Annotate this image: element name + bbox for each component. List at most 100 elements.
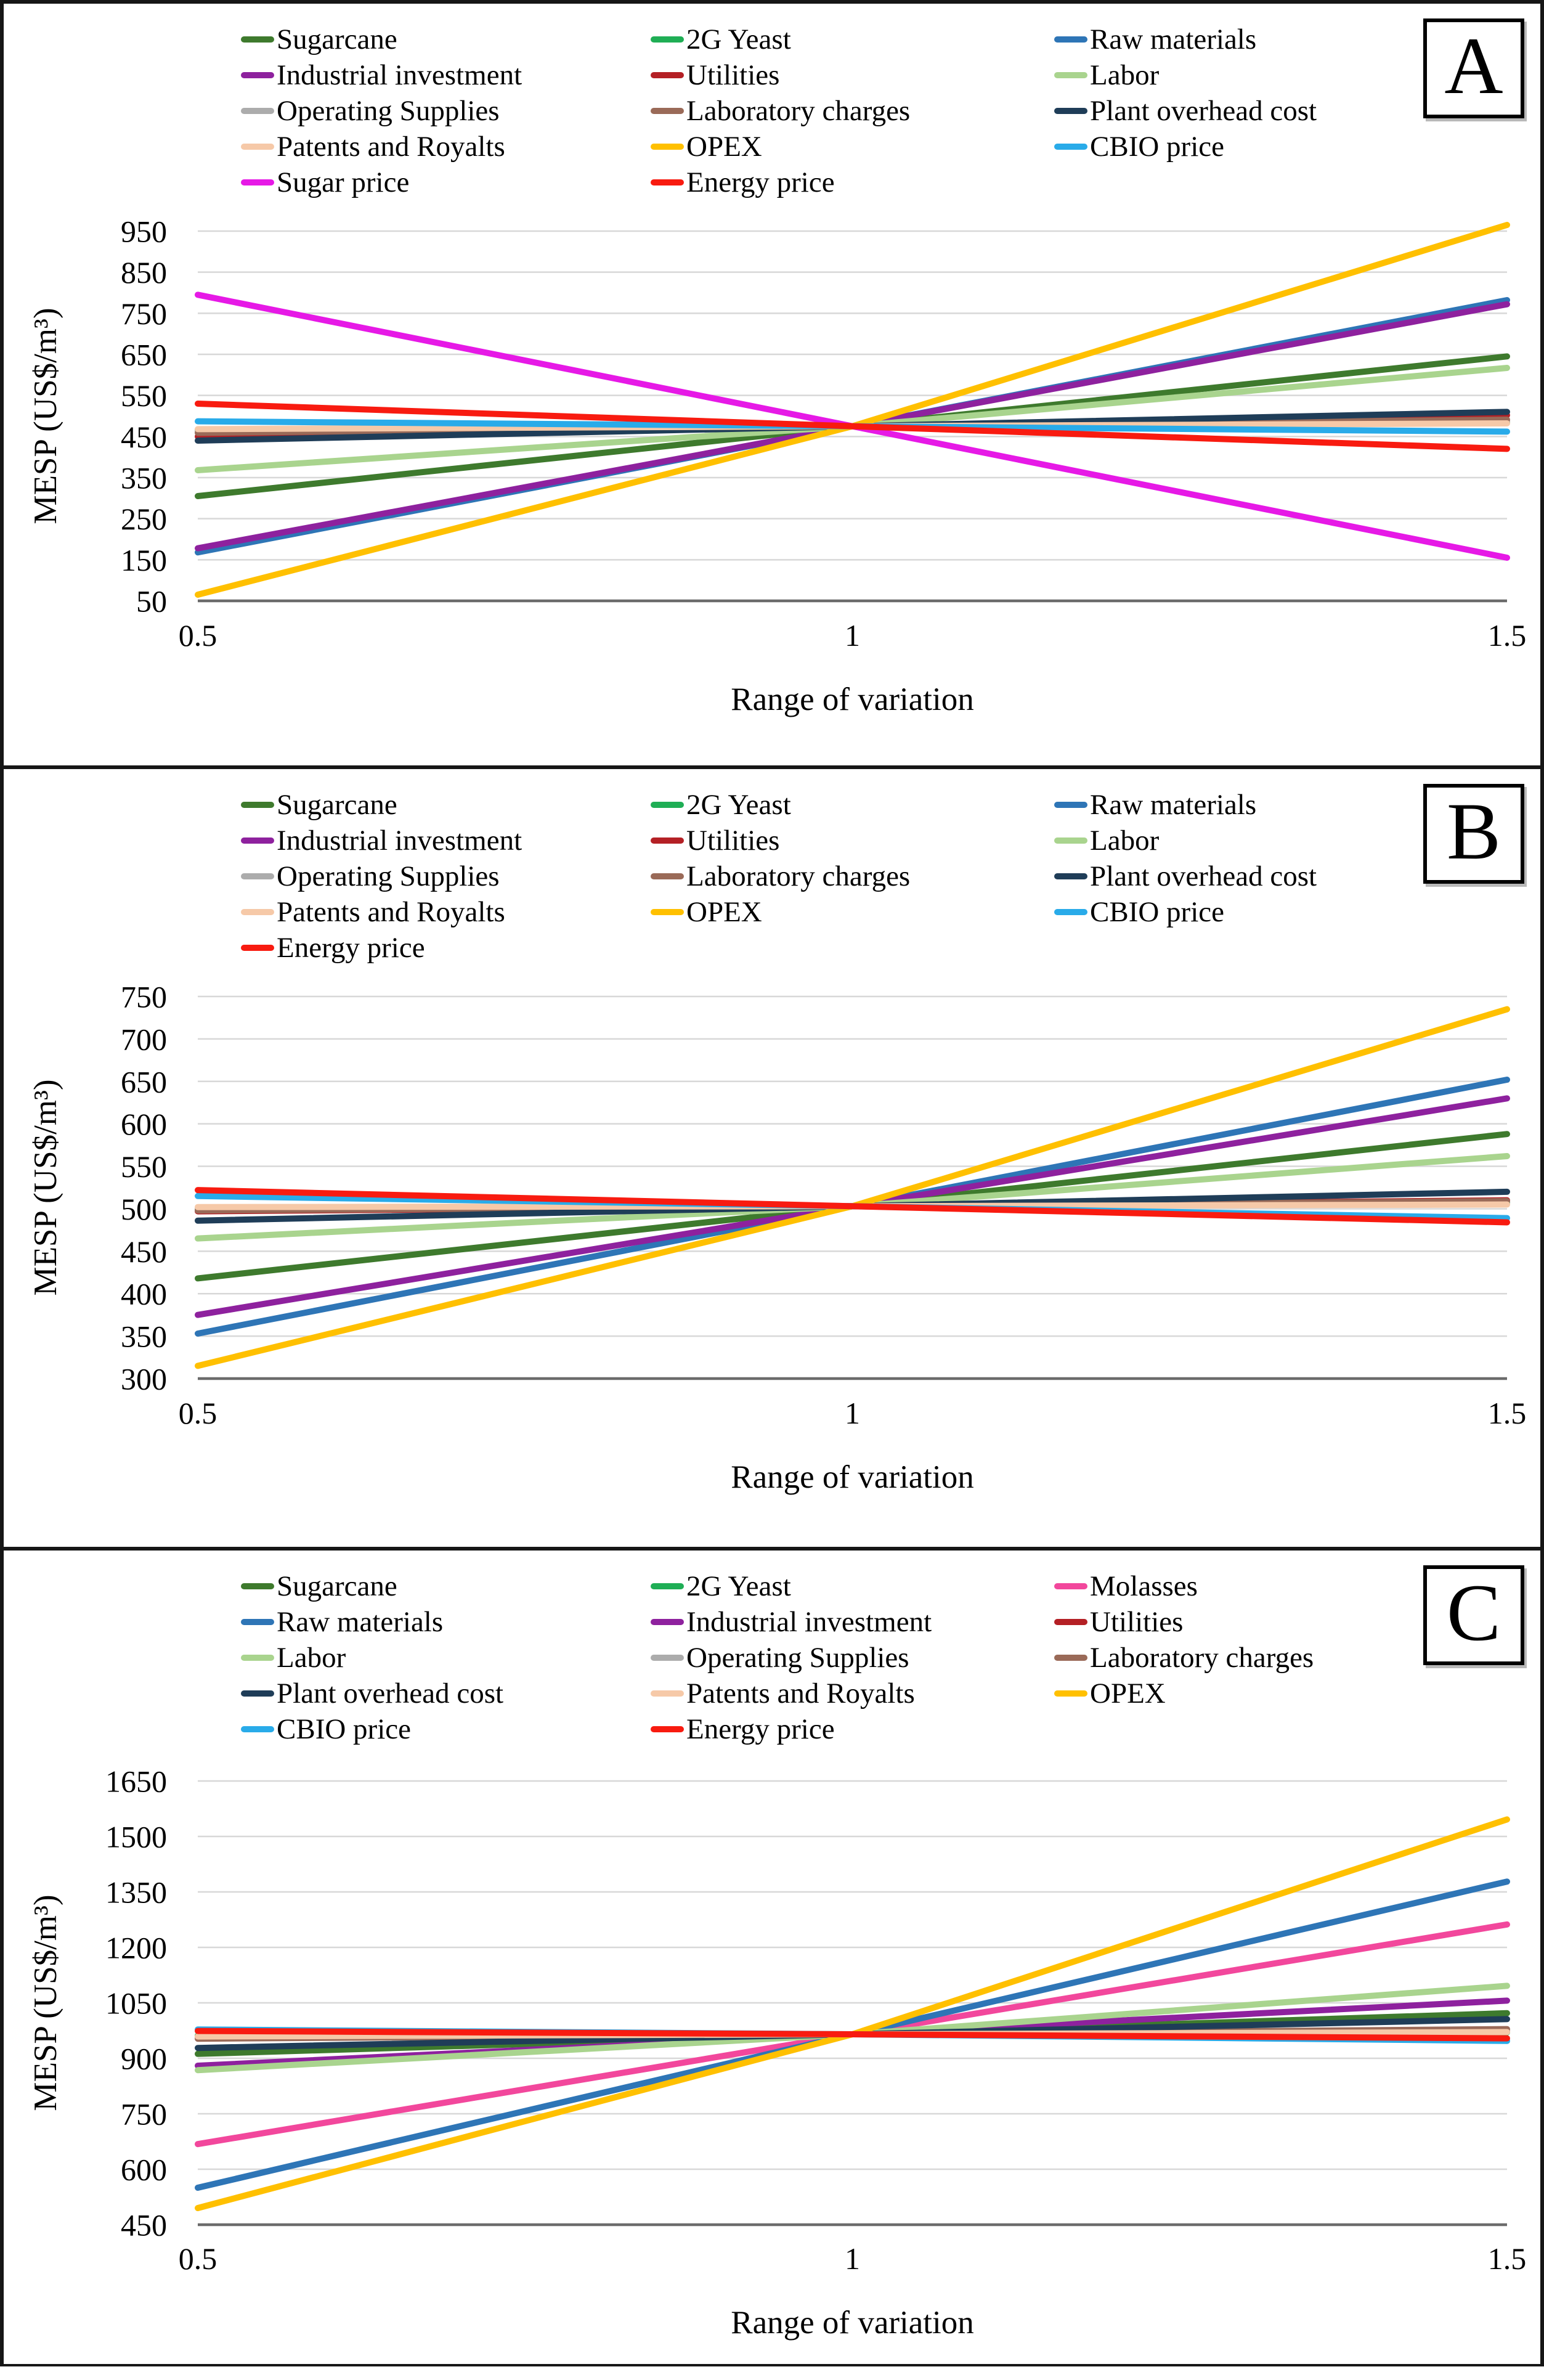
y-tick-label: 600 <box>121 2153 167 2187</box>
y-tick-label: 1200 <box>105 1931 167 1965</box>
legend-item: Patents and Royalts <box>241 897 651 927</box>
y-axis-title: MESP (US$/m³) <box>28 1079 63 1295</box>
y-tick-label: 450 <box>121 420 167 454</box>
panel-letter-c: C <box>1446 1567 1501 1658</box>
legend-item: 2G Yeast <box>651 25 1054 54</box>
y-tick-label: 750 <box>121 980 167 1014</box>
legend-item: Sugar price <box>241 168 651 197</box>
legend-item: CBIO price <box>241 1714 651 1744</box>
x-tick-label: 0.5 <box>179 2241 217 2276</box>
legend-label: Raw materials <box>277 1605 444 1638</box>
legend-swatch-icon <box>241 837 274 844</box>
legend-swatch-icon <box>1054 1619 1087 1625</box>
legend-swatch-icon <box>241 1726 274 1732</box>
legend-label: 2G Yeast <box>686 23 791 55</box>
legend-item: Energy price <box>241 933 651 963</box>
legend-item: 2G Yeast <box>651 790 1054 820</box>
legend-swatch-icon <box>651 802 684 808</box>
legend-label: Patents and Royalts <box>686 1677 915 1710</box>
series-line <box>195 1006 1510 1369</box>
y-tick-label: 450 <box>121 2208 167 2243</box>
legend-swatch-icon <box>1054 802 1087 808</box>
legend-item: CBIO price <box>1054 132 1424 161</box>
legend-label: Sugarcane <box>277 23 397 55</box>
legend-label: Industrial investment <box>277 824 522 857</box>
legend-swatch-icon <box>651 144 684 150</box>
y-axis-title: MESP (US$/m³) <box>28 1894 63 2111</box>
legend-label: Plant overhead cost <box>1090 860 1317 892</box>
legend-item: Industrial investment <box>651 1607 1054 1637</box>
y-tick-label: 1350 <box>105 1875 167 1910</box>
legend-label: OPEX <box>1090 1677 1166 1710</box>
panel-letter-box-a: A <box>1423 18 1524 118</box>
legend-swatch-icon <box>1054 1655 1087 1661</box>
y-tick-label: 700 <box>121 1022 167 1056</box>
y-tick-label: 1050 <box>105 1986 167 2021</box>
chart-a-svg: 50 150 250 350 450 550 650 750 850 950 0.5 1 1.5 Rang… <box>28 214 1527 718</box>
legend-label: Operating Supplies <box>277 94 500 127</box>
legend-item: Raw materials <box>1054 790 1424 820</box>
legend-swatch-icon <box>651 108 684 114</box>
x-tick-label: 0.5 <box>179 1396 217 1430</box>
legend-item: OPEX <box>1054 1679 1424 1708</box>
series-line <box>195 2027 1510 2042</box>
x-axis-title: Range of variation <box>731 1459 973 1495</box>
legend-swatch-icon <box>1054 909 1087 915</box>
legend-label: Plant overhead cost <box>277 1677 504 1710</box>
legend-swatch-icon <box>241 36 274 43</box>
legend-item: Plant overhead cost <box>1054 96 1424 126</box>
legend-item: Utilities <box>1054 1607 1424 1637</box>
legend-label: Energy price <box>277 931 425 964</box>
legend-swatch-icon <box>241 802 274 808</box>
legend-label: Sugar price <box>277 166 410 198</box>
legend-swatch-icon <box>241 1690 274 1697</box>
legend-label: Labor <box>1090 824 1160 857</box>
x-tick-label: 1.5 <box>1488 618 1527 653</box>
panel-letter-box-c: C <box>1423 1565 1524 1665</box>
legend-item: Patents and Royalts <box>651 1679 1054 1708</box>
legend-swatch-icon <box>1054 36 1087 43</box>
legend-swatch-icon <box>651 837 684 844</box>
legend-swatch-icon <box>1054 873 1087 879</box>
legend-item: Sugarcane <box>241 25 651 54</box>
legend-swatch-icon <box>651 179 684 185</box>
legend-label: 2G Yeast <box>686 1570 791 1602</box>
legend-label: Sugarcane <box>277 1570 397 1602</box>
x-tick-label: 1 <box>845 2241 860 2276</box>
y-tick-label: 1650 <box>105 1764 167 1799</box>
legend-label: Utilities <box>686 59 780 91</box>
legend-item: Energy price <box>651 1714 1054 1744</box>
legend-item: Industrial investment <box>241 826 651 855</box>
series-line <box>195 1187 1510 1226</box>
legend-label: CBIO price <box>1090 130 1224 163</box>
legend-swatch-icon <box>241 1655 274 1661</box>
x-axis-title: Range of variation <box>731 682 973 717</box>
legend-item: Operating Supplies <box>651 1643 1054 1673</box>
legend-item: Utilities <box>651 826 1054 855</box>
legend-swatch-icon <box>241 179 274 185</box>
y-tick-label: 550 <box>121 1149 167 1184</box>
series-line <box>195 401 1510 452</box>
panel-letter-box-b: B <box>1423 784 1524 884</box>
legend-swatch-icon <box>1054 837 1087 844</box>
legend-item: Raw materials <box>241 1607 651 1637</box>
legend-label: Operating Supplies <box>686 1641 909 1674</box>
legend-label: Sugarcane <box>277 788 397 821</box>
legend-item: Plant overhead cost <box>1054 862 1424 891</box>
legend-label: Laboratory charges <box>686 94 911 127</box>
y-tick-label: 250 <box>121 502 167 536</box>
legend-label: Plant overhead cost <box>1090 94 1317 127</box>
y-tick-label: 500 <box>121 1192 167 1226</box>
legend-item: Plant overhead cost <box>241 1679 651 1708</box>
legend-label: Operating Supplies <box>277 860 500 892</box>
legend-swatch-icon <box>241 1583 274 1589</box>
legend-item: Sugarcane <box>241 790 651 820</box>
legend-label: OPEX <box>686 895 762 928</box>
legend-swatch-icon <box>1054 72 1087 78</box>
legend-item: Raw materials <box>1054 25 1424 54</box>
legend-item: Laboratory charges <box>651 96 1054 126</box>
legend-label: CBIO price <box>1090 895 1224 928</box>
legend-label: OPEX <box>686 130 762 163</box>
legend-label: Patents and Royalts <box>277 895 505 928</box>
